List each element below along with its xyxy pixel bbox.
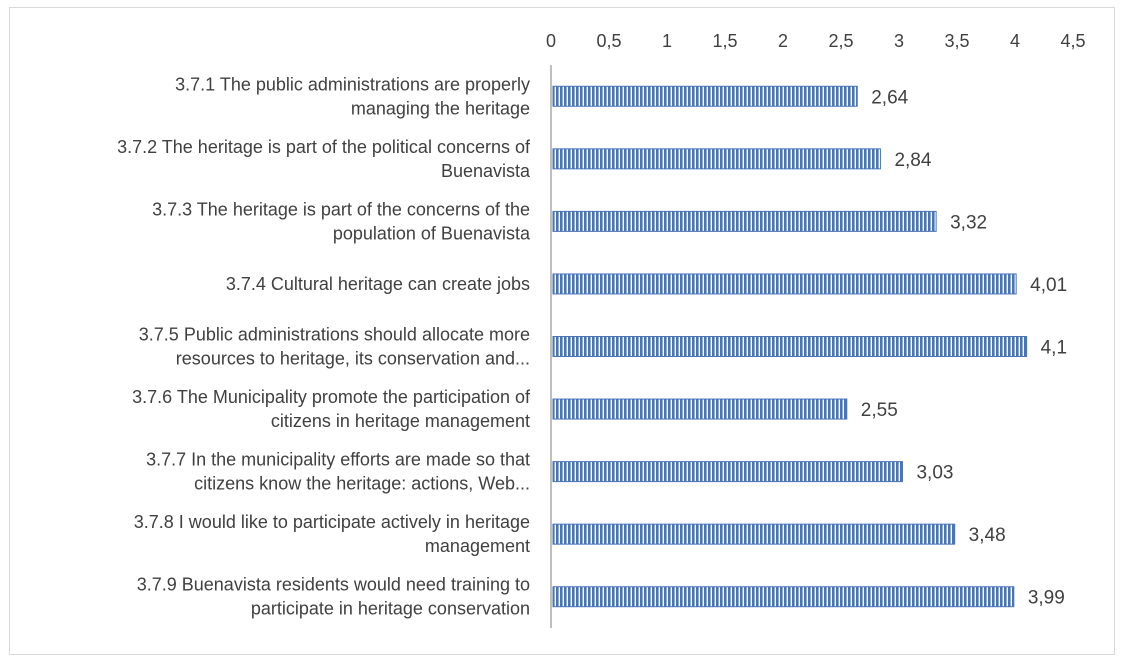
x-tick-label: 3,5 xyxy=(944,31,969,51)
x-tick-label: 2,5 xyxy=(828,31,853,51)
category-labels: 3.7.1 The public administrations are pro… xyxy=(117,74,531,618)
data-labels: 2,64 2,84 3,32 4,01 4,1 2,55 3,03 3,48 3,99 xyxy=(861,87,1067,608)
x-axis-ticks: 0 0,5 1 1,5 2 2,5 3 3,5 4 4,5 xyxy=(546,31,1086,51)
bar xyxy=(552,85,858,107)
data-label: 4,1 xyxy=(1041,338,1067,359)
category-label-line: 3.7.8 I would like to participate active… xyxy=(134,512,530,532)
x-tick-label: 1,5 xyxy=(712,31,737,51)
category-label-line: management xyxy=(425,536,530,556)
category-label-line: resources to heritage, its conservation … xyxy=(176,349,530,369)
category-label: 3.7.1 The public administrations are pro… xyxy=(175,74,530,118)
x-tick-label: 1 xyxy=(662,31,672,51)
data-label: 4,01 xyxy=(1030,275,1067,296)
bar xyxy=(552,273,1017,295)
category-label: 3.7.9 Buenavista residents would need tr… xyxy=(137,575,530,619)
category-label-line: population of Buenavista xyxy=(333,223,531,243)
data-label: 3,32 xyxy=(950,212,987,233)
data-label: 2,84 xyxy=(894,150,931,171)
data-label: 2,55 xyxy=(861,400,898,421)
x-tick-label: 0 xyxy=(546,31,556,51)
data-label: 2,64 xyxy=(871,87,908,108)
chart-frame xyxy=(9,7,1115,655)
data-label: 3,99 xyxy=(1028,588,1065,609)
category-label-line: 3.7.3 The heritage is part of the concer… xyxy=(152,199,530,219)
data-label: 3,03 xyxy=(916,463,953,484)
category-label-line: participate in heritage conservation xyxy=(251,599,530,619)
category-label-line: managing the heritage xyxy=(351,98,530,118)
bar xyxy=(552,398,848,420)
category-label-line: Buenavista xyxy=(441,161,531,181)
category-label: 3.7.6 The Municipality promote the parti… xyxy=(132,387,531,431)
category-label: 3.7.2 The heritage is part of the politi… xyxy=(117,137,531,181)
category-label-line: citizens know the heritage: actions, Web… xyxy=(194,474,530,494)
category-label-line: 3.7.7 In the municipality efforts are ma… xyxy=(146,450,530,470)
x-tick-label: 3 xyxy=(894,31,904,51)
bar xyxy=(552,523,956,545)
bar xyxy=(552,336,1028,357)
x-tick-label: 4 xyxy=(1010,31,1020,51)
bars xyxy=(552,85,1028,608)
category-label-line: citizens in heritage management xyxy=(271,411,530,431)
category-label: 3.7.7 In the municipality efforts are ma… xyxy=(146,450,530,494)
bar xyxy=(552,586,1015,608)
bar xyxy=(552,210,937,232)
category-label-line: 3.7.9 Buenavista residents would need tr… xyxy=(137,575,530,595)
x-tick-label: 2 xyxy=(778,31,788,51)
x-tick-label: 4,5 xyxy=(1060,31,1085,51)
x-tick-label: 0,5 xyxy=(596,31,621,51)
category-label: 3.7.8 I would like to participate active… xyxy=(134,512,530,556)
category-label: 3.7.3 The heritage is part of the concer… xyxy=(152,199,531,243)
bar xyxy=(552,461,903,483)
data-label: 3,48 xyxy=(969,525,1006,546)
category-label-line: 3.7.5 Public administrations should allo… xyxy=(139,325,530,345)
category-label-line: 3.7.6 The Municipality promote the parti… xyxy=(132,387,531,407)
category-label-line: 3.7.2 The heritage is part of the politi… xyxy=(117,137,531,157)
bar xyxy=(552,148,881,170)
category-label: 3.7.4 Cultural heritage can create jobs xyxy=(226,274,530,294)
category-label: 3.7.5 Public administrations should allo… xyxy=(139,325,530,369)
category-label-line: 3.7.1 The public administrations are pro… xyxy=(175,74,530,94)
category-label-line: 3.7.4 Cultural heritage can create jobs xyxy=(226,274,530,294)
